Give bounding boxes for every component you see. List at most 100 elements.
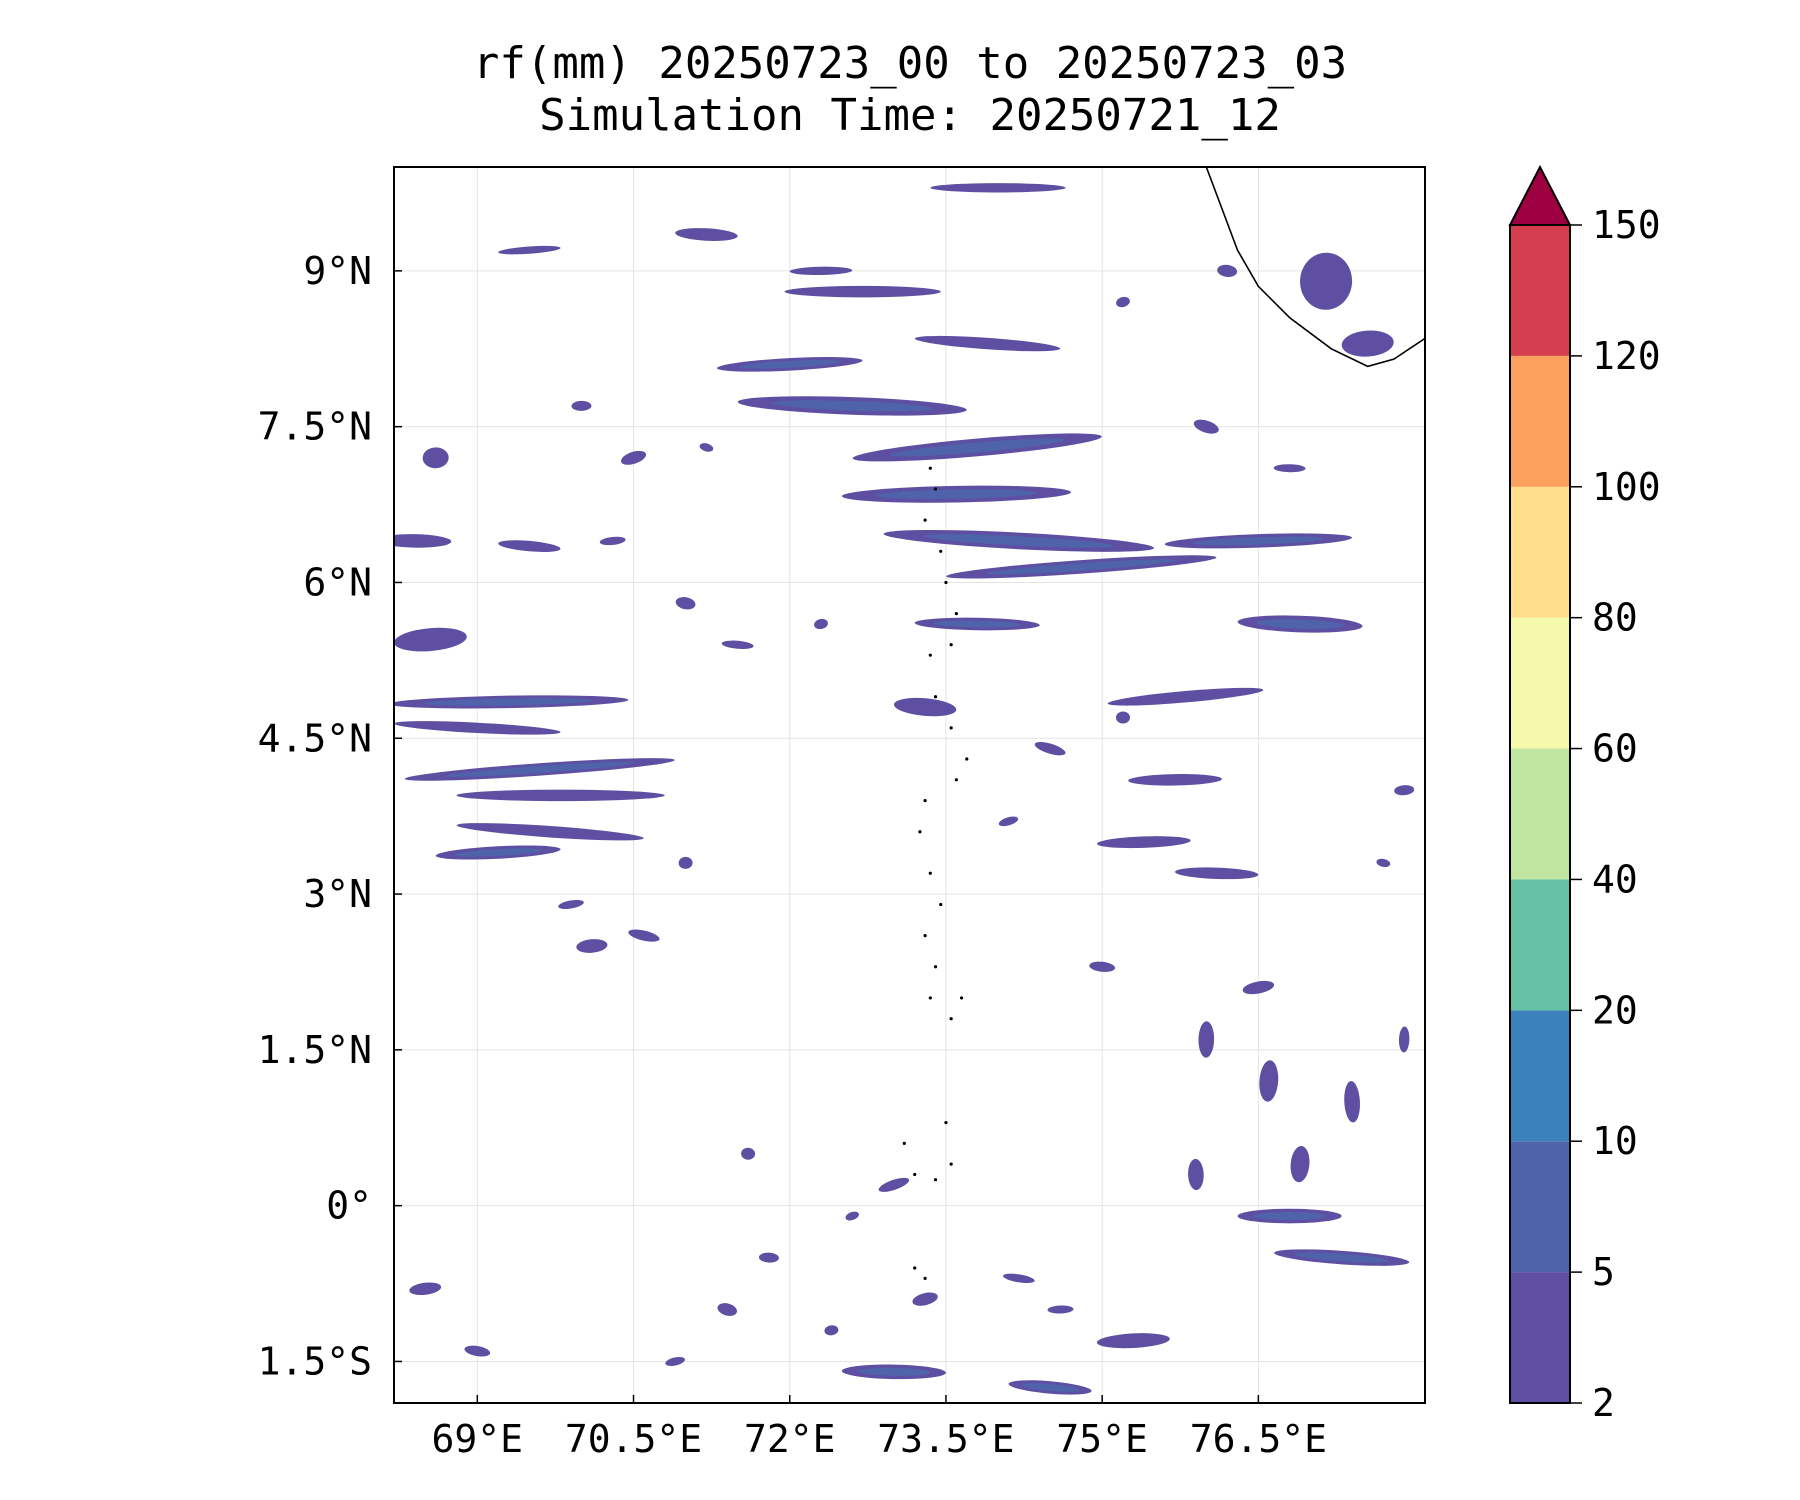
rain-speck (1003, 1273, 1035, 1284)
map-panel: 69°E 70.5°E 72°E 73.5°E 75°E 76.5°E 9°N 7.5°N 6… (258, 166, 1426, 1461)
rain-patch (394, 627, 467, 652)
rain-speck (571, 400, 592, 411)
rain-patch (1341, 330, 1394, 357)
y-tick-label: 6°N (303, 560, 372, 604)
atoll-dot (965, 757, 969, 761)
rain-patch (1128, 774, 1222, 786)
rain-speck (409, 1282, 442, 1296)
rain-patch (394, 534, 452, 548)
rain-speck (1376, 858, 1391, 868)
rain-patch (1097, 1333, 1170, 1349)
rain-speck (699, 443, 714, 452)
colorbar: 2 5 10 20 40 60 80 100 120 150 (1508, 164, 1661, 1425)
y-tick-label: 7.5°N (258, 405, 372, 449)
colorbar-tick-label: 60 (1592, 727, 1638, 771)
rain-patch-core (986, 559, 1176, 575)
colorbar-segment (1510, 486, 1570, 618)
atoll-dot (923, 1276, 927, 1280)
map-frame (393, 166, 1426, 1404)
atoll-dot (949, 1017, 953, 1021)
atoll-dot (949, 1162, 953, 1166)
atoll-dot (913, 1266, 917, 1270)
rain-speck (1217, 264, 1238, 277)
rain-patch (394, 721, 561, 735)
rain-patch (784, 285, 941, 298)
x-tick-label: 73.5°E (877, 1417, 1014, 1461)
rain-speck (675, 597, 696, 610)
y-tick-label: 0° (326, 1184, 372, 1228)
rain-patch (498, 540, 561, 552)
rain-patch-core (857, 1367, 931, 1376)
atoll-dot (918, 830, 922, 834)
title-line-2: Simulation Time: 20250721_12 (539, 90, 1281, 141)
coastline (902, 167, 1425, 1280)
rain-patch (1198, 1021, 1215, 1058)
atoll-dot (923, 518, 927, 522)
rain-patch (1175, 867, 1259, 880)
rain-patch-core (424, 698, 593, 706)
colorbar-segment (1510, 1141, 1570, 1273)
rain-patch (456, 823, 644, 841)
colorbar-segment (1510, 1272, 1570, 1403)
rain-patch (456, 789, 665, 802)
colorbar-tick-label: 40 (1592, 857, 1638, 901)
atoll-dot (954, 778, 958, 782)
y-tick-label: 1.5°S (258, 1339, 372, 1383)
x-tick-label: 70.5°E (565, 1417, 702, 1461)
rain-patch (576, 939, 608, 953)
title-line-1: rf(mm) 20250723_00 to 20250723_03 (472, 38, 1348, 89)
colorbar-frame (1509, 224, 1571, 1404)
x-axis: 69°E 70.5°E 72°E 73.5°E 75°E 76.5°E (432, 1395, 1327, 1461)
rain-patch (1398, 1026, 1410, 1053)
atoll-dot (928, 996, 932, 1000)
colorbar-tick-label: 5 (1592, 1250, 1615, 1294)
map-background (394, 167, 1425, 1403)
gridlines (394, 167, 1425, 1403)
y-tick-label: 1.5°N (258, 1028, 372, 1072)
rain-speck (878, 1177, 910, 1192)
rain-patch-core (445, 761, 635, 777)
rain-patch (930, 183, 1066, 193)
rain-speck (464, 1345, 491, 1357)
y-tick-label: 4.5°N (258, 716, 372, 760)
rain-speck (824, 1325, 839, 1336)
rain-speck (1116, 296, 1130, 308)
atoll-dot (949, 726, 953, 730)
rain-patch (1259, 1060, 1279, 1102)
rain-patch-core (454, 848, 542, 857)
rainfall-fill (394, 183, 1415, 1395)
rain-patch (498, 245, 561, 255)
rain-patch (914, 335, 1061, 352)
colorbar-tick-label: 100 (1592, 465, 1661, 509)
rain-speck (912, 1292, 938, 1306)
atoll-dot (944, 1120, 948, 1125)
atoll-dot (939, 902, 943, 907)
rain-speck (758, 1252, 779, 1263)
atoll-dot (928, 871, 932, 875)
rain-patch (789, 266, 853, 276)
x-tick-label: 69°E (432, 1417, 524, 1461)
rain-patch-core (1256, 619, 1344, 629)
rain-speck (1047, 1305, 1074, 1314)
colorbar-extend-arrow (1508, 164, 1572, 226)
colorbar-segment (1510, 225, 1570, 356)
rain-speck (814, 618, 828, 630)
rain-speck (628, 929, 660, 942)
rain-patch-core (738, 360, 841, 369)
rain-speck (998, 816, 1019, 827)
chart-title: rf(mm) 20250723_00 to 20250723_03 Simula… (395, 38, 1425, 142)
rain-speck (845, 1211, 859, 1221)
rain-speck (558, 899, 584, 909)
rain-speck (1394, 785, 1415, 796)
atoll-dot (954, 612, 958, 616)
rain-patch (893, 697, 957, 717)
rain-patch (1290, 1145, 1310, 1183)
rain-patch-core (924, 534, 1114, 548)
atoll-dot (939, 549, 943, 553)
colorbar-tick-label: 20 (1592, 988, 1638, 1032)
atoll-dot (902, 1141, 906, 1145)
atoll-dot (933, 695, 938, 699)
atoll-dot (959, 996, 964, 1000)
rain-speck (621, 450, 647, 465)
